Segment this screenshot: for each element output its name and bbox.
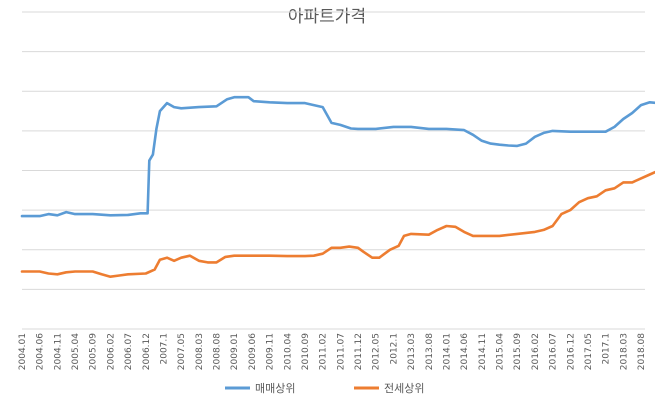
- x-tick-label: 2015.04: [496, 333, 506, 370]
- x-tick-label: 2005.04: [71, 333, 81, 370]
- x-tick-label: 2008.03: [195, 333, 205, 370]
- x-tick-label: 2004.01: [18, 333, 28, 370]
- x-tick-label: 2013.08: [425, 333, 435, 370]
- x-tick-label: 2008.08: [213, 333, 223, 370]
- x-tick-label: 2014.11: [478, 333, 488, 370]
- x-tick-label: 2016.02: [531, 333, 541, 370]
- gridlines: [22, 11, 645, 330]
- x-tick-label: 2006.02: [106, 333, 116, 370]
- x-tick-label: 2006.12: [142, 333, 152, 370]
- x-tick-label: 2017.05: [584, 333, 594, 370]
- x-tick-label: 2011.07: [336, 333, 346, 370]
- x-tick-label: 2013.03: [407, 333, 417, 370]
- x-tick-label: 2012.1: [389, 333, 399, 365]
- series-line-1: [20, 95, 655, 218]
- x-tick-label: 2006.07: [124, 333, 134, 370]
- x-tick-label: 2009.06: [248, 333, 258, 370]
- x-tick-label: 2005.09: [89, 333, 99, 370]
- x-tick-label: 2011.02: [319, 333, 329, 370]
- legend-label-series-2: 전세상위: [384, 382, 424, 395]
- x-tick-label: 2010.04: [283, 333, 293, 370]
- x-tick-label: 2004.06: [36, 333, 46, 370]
- x-tick-label: 2018.08: [637, 333, 647, 370]
- x-tick-label: 2018.03: [619, 333, 629, 370]
- x-tick-label: 2009.11: [266, 333, 276, 370]
- series-line-2: [20, 170, 655, 279]
- legend-label-series-1: 매매상위: [255, 382, 295, 395]
- x-tick-label: 2004.11: [53, 333, 63, 370]
- x-tick-label: 2011.12: [354, 333, 364, 370]
- x-tick-label: 2015.09: [513, 333, 523, 370]
- x-tick-label: 2014.06: [460, 333, 470, 370]
- chart-title: 아파트가격: [288, 7, 366, 27]
- x-tick-label: 2014.01: [442, 333, 452, 370]
- x-tick-label: 2012.05: [372, 333, 382, 370]
- x-tick-label: 2016.12: [566, 333, 576, 370]
- x-tick-label: 2007.05: [177, 333, 187, 370]
- x-tick-label: 2010.09: [301, 333, 311, 370]
- series-lines: [20, 95, 655, 279]
- x-tick-label: 2016.07: [549, 333, 559, 370]
- x-tick-label: 2007.1: [159, 333, 169, 365]
- x-axis-tick-labels: 2004.01 2004.06 2004.11 2005.04 2005.09 2006.…: [18, 333, 647, 370]
- x-tick-label: 2009.01: [230, 333, 240, 370]
- x-tick-label: 2017.1: [602, 333, 612, 365]
- legend: 매매상위 전세상위: [225, 382, 424, 395]
